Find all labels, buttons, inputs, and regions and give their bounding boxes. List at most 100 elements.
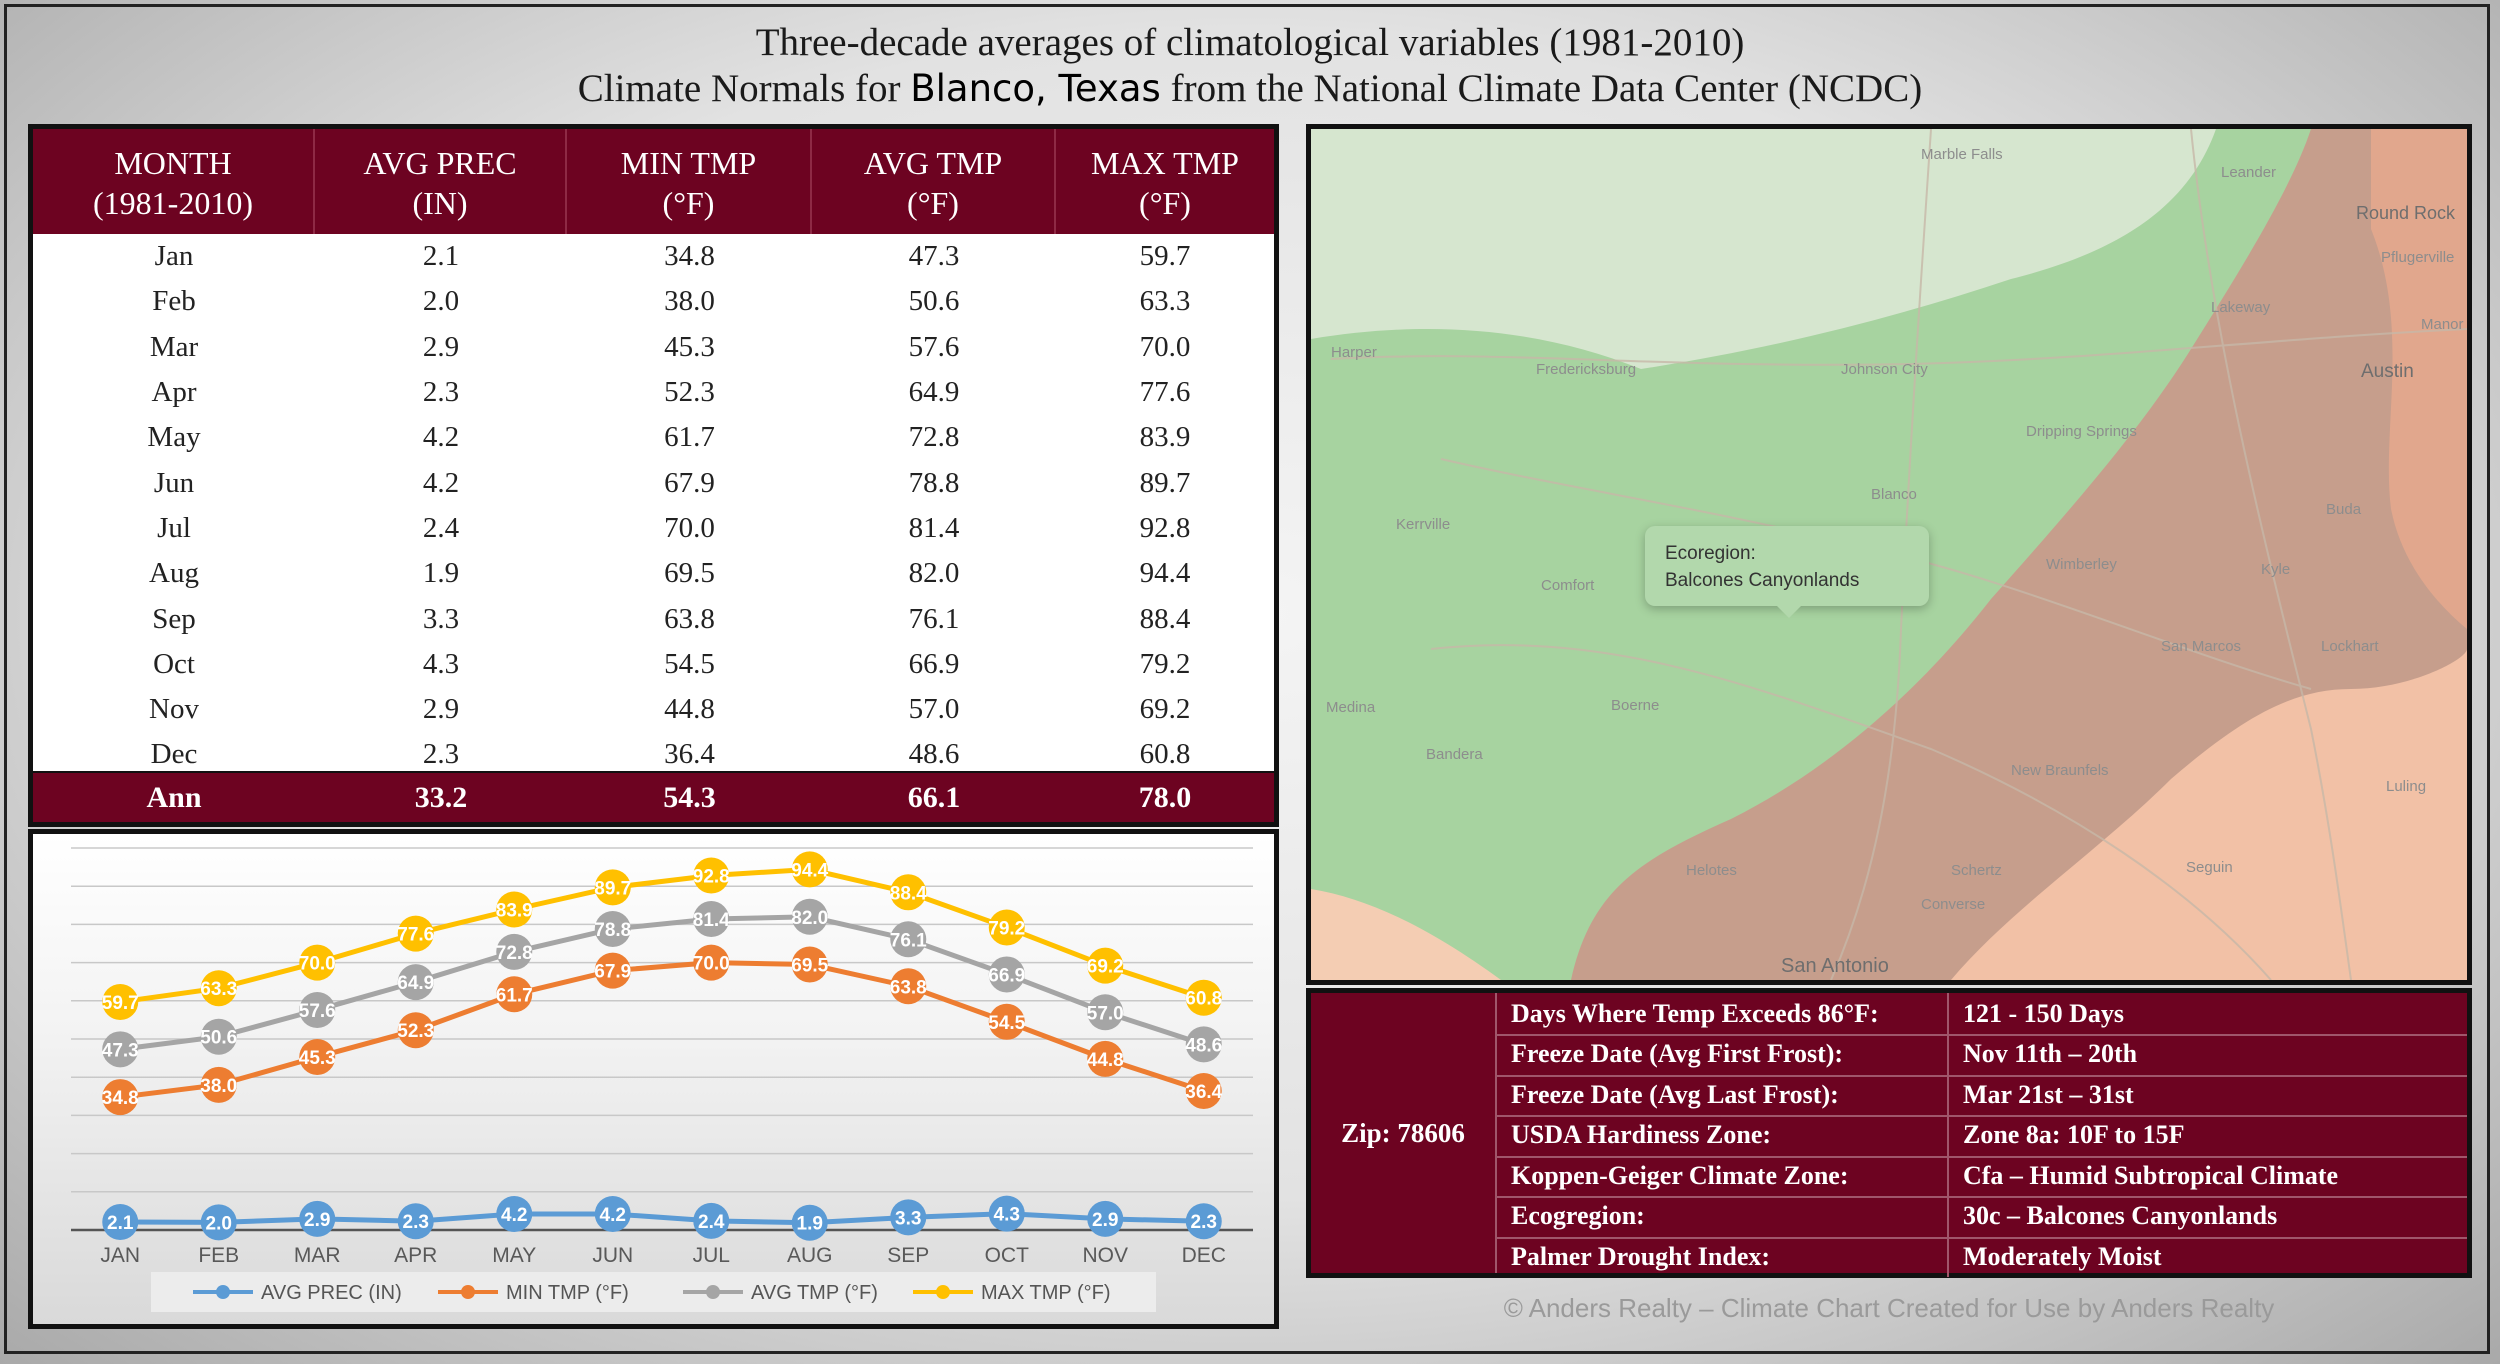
cell-min-tmp: 52.3 xyxy=(664,376,715,409)
cell-min-tmp: 54.5 xyxy=(664,647,715,680)
ecoregion-tooltip: Ecoregion: Balcones Canyonlands xyxy=(1645,526,1929,618)
legend-marker xyxy=(216,1285,230,1299)
data-point xyxy=(299,1200,336,1237)
cell-avg-prec: 4.2 xyxy=(422,466,460,499)
data-label: 2.9 xyxy=(304,1210,330,1231)
data-point xyxy=(791,851,828,888)
info-value: Zone 8a: 10F to 15F xyxy=(1963,1120,2185,1149)
data-label: 3.3 xyxy=(895,1208,921,1229)
place-label: Blanco xyxy=(1871,486,1917,503)
x-tick-label: MAR xyxy=(294,1244,341,1267)
data-point xyxy=(1087,1040,1124,1077)
data-label: 54.5 xyxy=(988,1013,1025,1034)
info-value: Mar 21st – 31st xyxy=(1963,1079,2134,1109)
data-point xyxy=(1185,1026,1222,1063)
data-point xyxy=(102,1079,139,1116)
data-label: 4.2 xyxy=(600,1205,626,1226)
data-label: 4.2 xyxy=(501,1205,527,1226)
data-point xyxy=(200,1066,237,1103)
cell-avg-tmp: 57.6 xyxy=(908,330,960,363)
cell-max-tmp: 60.8 xyxy=(1139,738,1191,771)
legend-box xyxy=(151,1272,1156,1312)
place-label: Manor xyxy=(2421,316,2464,333)
place-label: Buda xyxy=(2326,501,2362,518)
data-point xyxy=(890,921,927,958)
table-annual-row: Ann 33.2 54.3 66.1 78.0 xyxy=(33,771,1274,822)
data-point xyxy=(1087,947,1124,984)
place-label: Helotes xyxy=(1686,862,1737,879)
data-point xyxy=(1087,1200,1124,1237)
cell-max-tmp: 77.6 xyxy=(1139,376,1191,409)
data-label: 61.7 xyxy=(496,985,533,1006)
cell-month: May xyxy=(147,421,201,454)
chart-svg: JAN FEB MAR APR MAY JUN JUL AUG SEP OCT NOV DEC 2.1 2… xyxy=(71,847,1253,1312)
data-point xyxy=(496,976,533,1013)
cell-min-tmp: 36.4 xyxy=(664,738,715,771)
data-point xyxy=(988,1003,1025,1040)
legend-entry: AVG PREC (IN) xyxy=(261,1282,402,1304)
place-label: Wimberley xyxy=(2046,556,2117,573)
table-header: MONTH (1981-2010) AVG PREC (IN) MIN TMP (°F… xyxy=(33,129,1274,234)
cell-min-tmp: 69.5 xyxy=(664,557,715,590)
info-value: Moderately Moist xyxy=(1963,1241,2162,1271)
coastal-plain-region xyxy=(1951,649,2467,980)
data-point xyxy=(1185,1203,1222,1240)
series-line xyxy=(120,1211,1204,1226)
data-point xyxy=(693,1202,730,1239)
place-label: Lockhart xyxy=(2321,638,2379,655)
data-label: 63.3 xyxy=(200,979,237,1000)
place-label: Schertz xyxy=(1951,862,2002,879)
cell-max-tmp: 83.9 xyxy=(1139,421,1191,454)
cell-avg-prec: 2.9 xyxy=(422,330,460,363)
cell-month: Jun xyxy=(153,466,195,499)
data-label: 52.3 xyxy=(397,1021,434,1042)
cell-month: Oct xyxy=(153,647,195,680)
x-tick-label: JAN xyxy=(100,1244,140,1267)
data-label: 69.5 xyxy=(791,956,828,977)
cell-max-tmp: 92.8 xyxy=(1139,511,1191,544)
cell-avg-tmp: 66.9 xyxy=(908,647,960,680)
x-tick-label: APR xyxy=(394,1244,437,1267)
place-label: Johnson City xyxy=(1841,361,1928,378)
data-label: 82.0 xyxy=(791,908,828,929)
cell-avg-tmp: 78.8 xyxy=(908,466,960,499)
data-point xyxy=(397,964,434,1001)
climate-info-panel: Zip: 78606 Days Where Temp Exceeds 86°F:… xyxy=(1306,988,2472,1278)
data-point xyxy=(988,956,1025,993)
data-point xyxy=(102,983,139,1020)
place-label: Seguin xyxy=(2186,859,2233,876)
data-label: 2.3 xyxy=(403,1212,429,1233)
data-label: 57.6 xyxy=(299,1001,336,1022)
cell-min-tmp: 44.8 xyxy=(664,693,715,726)
cell-min-tmp: 38.0 xyxy=(664,285,715,318)
table-row: Jun 4.2 67.9 78.8 89.7 xyxy=(33,460,1274,505)
map-roads xyxy=(1330,129,2467,980)
x-tick-label: JUL xyxy=(693,1244,730,1267)
data-label: 2.9 xyxy=(1092,1210,1118,1231)
data-point xyxy=(890,968,927,1005)
header-avg-prec: AVG PREC (IN) xyxy=(315,129,567,234)
data-label: 67.9 xyxy=(594,962,631,983)
data-point xyxy=(693,901,730,938)
data-point xyxy=(397,915,434,952)
cell-min-tmp: 61.7 xyxy=(664,421,715,454)
data-label: 44.8 xyxy=(1087,1050,1124,1071)
data-label: 70.0 xyxy=(299,954,336,975)
legend-entry: AVG TMP (°F) xyxy=(751,1282,878,1304)
data-point xyxy=(299,1038,336,1075)
data-label: 2.1 xyxy=(107,1213,134,1234)
table-row: Nov 2.9 44.8 57.0 69.2 xyxy=(33,687,1274,732)
cell-min-tmp: 67.9 xyxy=(664,466,715,499)
place-label: Converse xyxy=(1921,896,1985,913)
data-label: 4.3 xyxy=(994,1205,1020,1226)
data-label: 72.8 xyxy=(496,943,533,964)
cell-avg-prec: 2.1 xyxy=(422,240,460,273)
title-suffix: from the National Climate Data Center (N… xyxy=(1160,67,1923,110)
cell-min-tmp: 70.0 xyxy=(664,511,715,544)
cell-month: Jan xyxy=(154,240,194,273)
cell-month: Sep xyxy=(152,602,196,635)
ecoregion-map[interactable]: Marble Falls Leander Round Rock Pflugerv… xyxy=(1306,124,2472,985)
place-label: Marble Falls xyxy=(1921,146,2003,163)
data-label: 36.4 xyxy=(1185,1082,1222,1103)
data-label: 34.8 xyxy=(102,1088,139,1109)
